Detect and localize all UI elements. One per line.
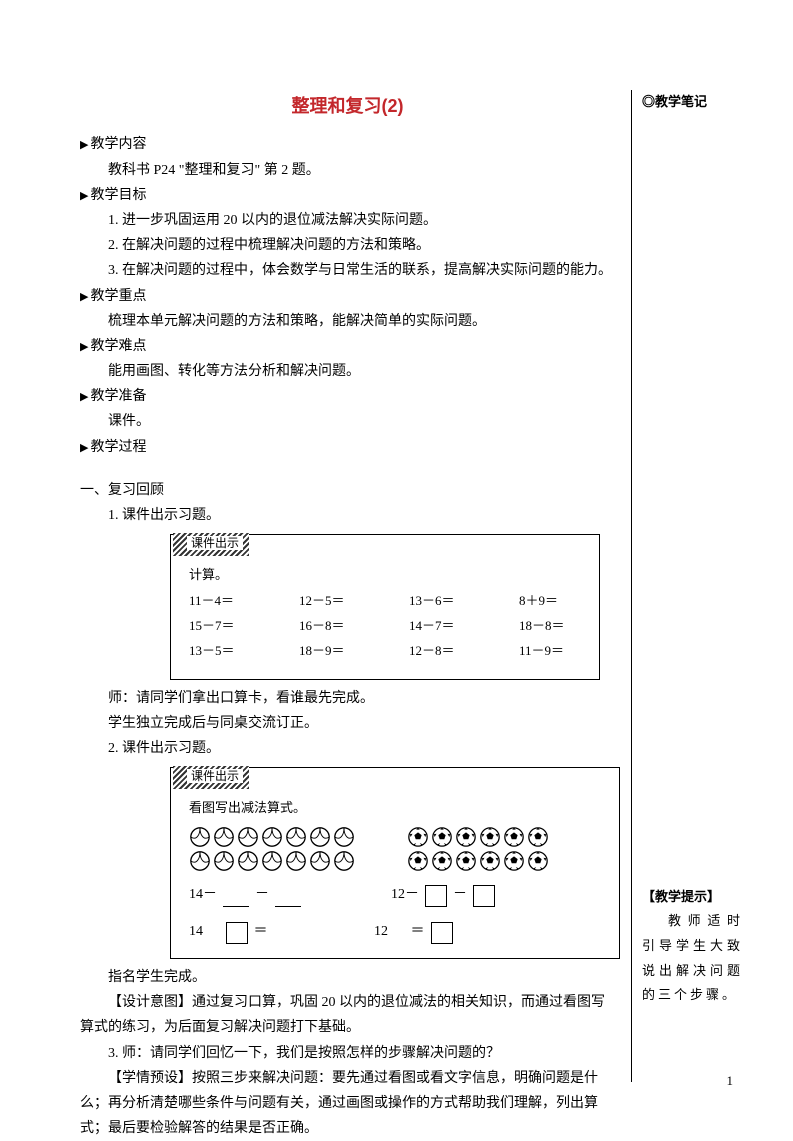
volleyball-icon (333, 850, 355, 872)
equation-cell: 13－6＝ (409, 589, 471, 612)
body-text: 指名学生完成。 (80, 965, 615, 990)
equation-cell: 18－8＝ (519, 614, 581, 637)
section-head: 教学内容 (80, 132, 615, 157)
section-line: 2. 在解决问题的过程中梳理解决问题的方法和策略。 (80, 233, 615, 258)
volleyball-icon (237, 826, 259, 848)
section-head: 教学目标 (80, 183, 615, 208)
ball-group-left (189, 826, 355, 872)
volleyball-icon (213, 850, 235, 872)
section-head: 教学难点 (80, 334, 615, 359)
volleyball-icon (189, 826, 211, 848)
soccer-icon (407, 826, 429, 848)
volleyball-icon (309, 850, 331, 872)
cw-caption: 看图写出减法算式。 (189, 796, 601, 819)
section-head: 教学重点 (80, 284, 615, 309)
section-line: 能用画图、转化等方法分析和解决问题。 (80, 359, 615, 384)
review-item: 3. 师：请同学们回忆一下，我们是按照怎样的步骤解决问题的？ (80, 1041, 615, 1066)
review-item: 2. 课件出示习题。 (80, 736, 615, 761)
ball-group-right (407, 826, 549, 872)
courseware-box-2: 课件出示 看图写出减法算式。 14－－ 12－－ 14 ＝ 12 (170, 767, 620, 959)
equation-cell: 13－5＝ (189, 639, 251, 662)
soccer-icon (431, 850, 453, 872)
soccer-icon (455, 850, 477, 872)
equation-cell: 8＋9＝ (519, 589, 581, 612)
soccer-icon (479, 850, 501, 872)
soccer-icon (407, 850, 429, 872)
soccer-icon (527, 826, 549, 848)
body-text: 【设计意图】通过复习口算，巩固 20 以内的退位减法的相关知识，而通过看图写算式… (80, 990, 615, 1040)
section-head: 教学准备 (80, 384, 615, 409)
expression: 12－－ (391, 882, 495, 907)
expression: 14－－ (189, 882, 301, 907)
volleyball-icon (333, 826, 355, 848)
soccer-icon (431, 826, 453, 848)
volleyball-icon (237, 850, 259, 872)
review-head: 一、复习回顾 (80, 478, 615, 503)
expression: 14 ＝ (189, 919, 284, 944)
section-line: 1. 进一步巩固运用 20 以内的退位减法解决实际问题。 (80, 208, 615, 233)
section-line: 课件。 (80, 409, 615, 434)
cw-caption: 计算。 (189, 563, 581, 586)
page-number: 1 (727, 1069, 734, 1092)
soccer-icon (527, 850, 549, 872)
volleyball-icon (285, 826, 307, 848)
body-text: 师：请同学们拿出口算卡，看谁最先完成。 (80, 686, 615, 711)
volleyball-icon (189, 850, 211, 872)
section-head: 教学过程 (80, 435, 615, 460)
soccer-icon (503, 850, 525, 872)
courseware-box-1: 课件出示 计算。 11－4＝ 12－5＝ 13－6＝ 8＋9＝ 15－7＝ 16－8＝ 14… (170, 534, 600, 680)
volleyball-icon (309, 826, 331, 848)
volleyball-icon (261, 850, 283, 872)
page-title: 整理和复习(2) (80, 90, 615, 122)
volleyball-icon (285, 850, 307, 872)
section-line: 教科书 P24 "整理和复习" 第 2 题。 (80, 158, 615, 183)
equation-cell: 12－8＝ (409, 639, 471, 662)
soccer-icon (503, 826, 525, 848)
equation-cell: 12－5＝ (299, 589, 361, 612)
body-text: 【学情预设】按照三步来解决问题：要先通过看图或看文字信息，明确问题是什么；再分析… (80, 1066, 615, 1141)
courseware-tab: 课件出示 (173, 533, 249, 556)
section-line: 3. 在解决问题的过程中，体会数学与日常生活的联系，提高解决实际问题的能力。 (80, 258, 615, 283)
soccer-icon (479, 826, 501, 848)
courseware-tab: 课件出示 (173, 766, 249, 789)
equation-row: 13－5＝ 18－9＝ 12－8＝ 11－9＝ (189, 639, 581, 662)
equation-cell: 11－9＝ (519, 639, 581, 662)
equation-cell: 18－9＝ (299, 639, 361, 662)
side-tip-head: 【教学提示】 (642, 885, 743, 910)
equation-cell: 16－8＝ (299, 614, 361, 637)
equation-row: 11－4＝ 12－5＝ 13－6＝ 8＋9＝ (189, 589, 581, 612)
equation-cell: 15－7＝ (189, 614, 251, 637)
soccer-icon (455, 826, 477, 848)
body-text: 学生独立完成后与同桌交流订正。 (80, 711, 615, 736)
side-note-head: ◎教学笔记 (642, 90, 743, 115)
volleyball-icon (213, 826, 235, 848)
review-item: 1. 课件出示习题。 (80, 503, 615, 528)
equation-row: 15－7＝ 16－8＝ 14－7＝ 18－8＝ (189, 614, 581, 637)
section-line: 梳理本单元解决问题的方法和策略，能解决简单的实际问题。 (80, 309, 615, 334)
equation-cell: 14－7＝ (409, 614, 471, 637)
volleyball-icon (261, 826, 283, 848)
equation-cell: 11－4＝ (189, 589, 251, 612)
side-tip-body: 教师适时引导学生大致说出解决问题的三个步骤。 (642, 909, 743, 1008)
expression: 12 ＝ (374, 919, 453, 944)
